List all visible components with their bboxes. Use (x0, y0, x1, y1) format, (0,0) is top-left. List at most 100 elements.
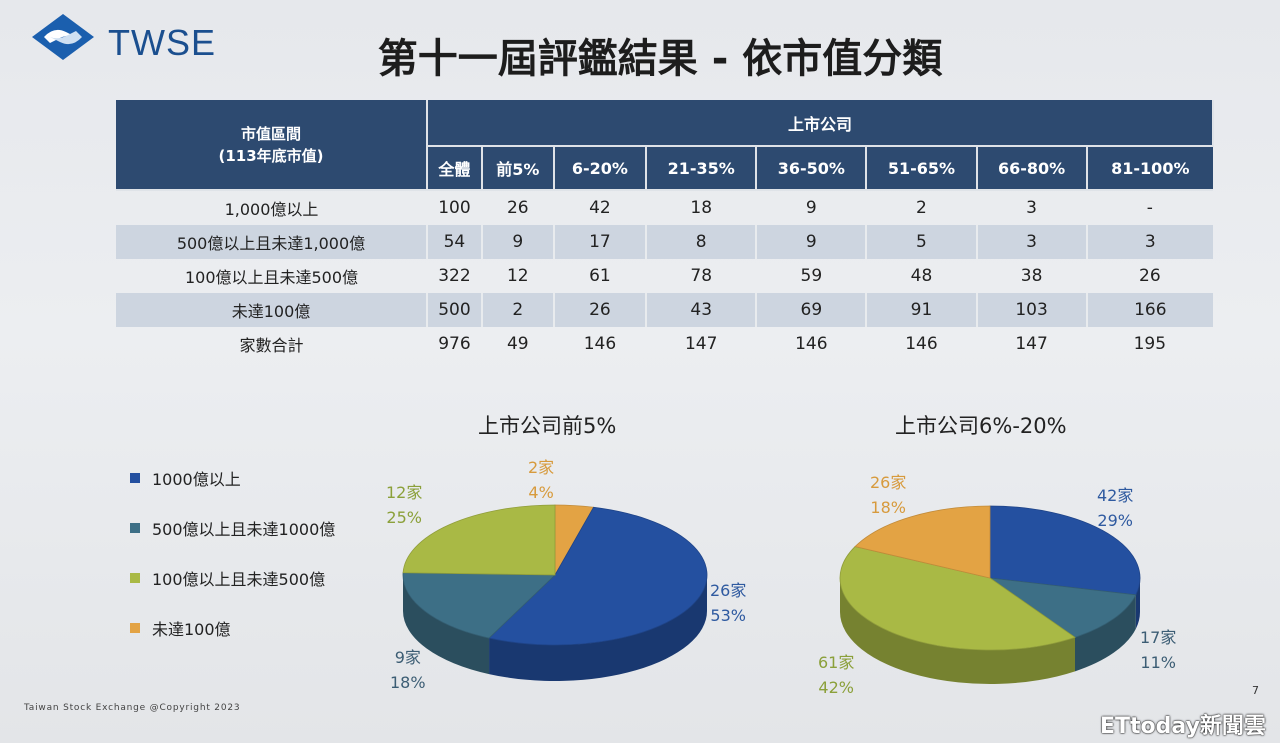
page-title: 第十一屆評鑑結果 - 依市值分類 (377, 36, 943, 82)
pie1-label-large: 26家 53% (710, 578, 746, 628)
pie1-label-smallest: 2家 4% (528, 455, 554, 505)
table-cell: 26 (506, 198, 529, 218)
table-cell: 2 (481, 293, 555, 327)
table-cell: - (1146, 198, 1153, 218)
pie2-percent: 29% (1097, 511, 1133, 530)
table-cell: 48 (910, 266, 933, 286)
table-row: 1,000億以上 100 26 42 18 9 2 3 - (116, 190, 1213, 225)
legend-swatch (130, 623, 140, 633)
table-cell: 17 (553, 225, 648, 259)
pie2-label-large: 42家 29% (1097, 483, 1133, 533)
row-label: 未達100億 (116, 293, 428, 327)
table-cell: 18 (690, 198, 713, 218)
pie1-slice-1 (402, 572, 556, 639)
table-cell: 43 (646, 293, 758, 327)
pie2-count: 17家 (1140, 628, 1177, 647)
table-cell: 38 (1020, 266, 1043, 286)
table-cell: 146 (905, 334, 938, 354)
pie2-label-smallest: 26家 18% (870, 470, 906, 520)
table-cell: 103 (976, 293, 1088, 327)
table-cell: 8 (646, 225, 758, 259)
column-header: 36-50% (756, 146, 868, 191)
table-cell: 976 (438, 334, 471, 354)
watermark: ETtoday新聞雲 (1100, 714, 1266, 739)
row-label: 1,000億以上 (224, 200, 319, 219)
row-label: 500億以上且未達1,000億 (116, 225, 428, 259)
footer-copyright: Taiwan Stock Exchange @Copyright 2023 (24, 703, 241, 713)
pie1-slice-3 (554, 504, 595, 577)
table-cell: 195 (1133, 334, 1167, 354)
pie2-side-0 (1135, 578, 1140, 629)
legend-label: 500億以上且未達1000億 (152, 520, 336, 539)
table-cell: 9 (805, 198, 817, 218)
pie1-label-mid: 9家 18% (390, 645, 426, 695)
legend-swatch (130, 573, 140, 583)
pie2-slice-2 (839, 546, 1076, 651)
pie2-percent: 18% (870, 498, 906, 517)
table-row-total: 家數合計 976 49 146 147 146 146 147 195 (116, 327, 1213, 361)
pie2-percent: 11% (1140, 653, 1176, 672)
table-cell: 166 (1086, 293, 1213, 327)
pie1-side-0 (489, 575, 707, 681)
pie2-title: 上市公司6%-20% (895, 414, 1067, 438)
pie1-slice-0 (488, 506, 708, 646)
table-row: 100億以上且未達500億 322 12 61 78 59 48 38 26 (116, 259, 1213, 293)
pie1-percent: 53% (710, 606, 746, 625)
pie1-percent: 4% (528, 483, 554, 502)
range-header-line2: (113年底市值) (218, 146, 324, 165)
results-table: 市值區間 (113年底市值) 上市公司 全體 前5% 6-20% 21-35% … (116, 100, 1214, 361)
table-cell: 146 (583, 334, 617, 354)
twse-logo-icon (32, 14, 94, 60)
pie1-label-small: 12家 25% (386, 480, 422, 530)
pie2-slice-1 (989, 577, 1137, 638)
table-cell: 147 (1015, 334, 1048, 354)
pie1-count: 26家 (710, 581, 747, 600)
column-header: 81-100% (1086, 146, 1213, 191)
pie2-percent: 42% (818, 678, 854, 697)
range-header: 市值區間 (113年底市值) (116, 100, 428, 191)
group-header: 上市公司 (427, 100, 1214, 147)
table-cell: 9 (481, 225, 555, 259)
table-cell: 78 (690, 266, 713, 286)
legend-label: 100億以上且未達500億 (152, 570, 326, 589)
table-cell: 59 (800, 266, 823, 286)
legend-label: 1000億以上 (152, 470, 241, 489)
logo-text: TWSE (108, 22, 216, 63)
table-cell: 100 (438, 198, 471, 218)
table-cell: 322 (438, 266, 471, 286)
range-header-line1: 市值區間 (240, 124, 301, 143)
table-cell: 2 (916, 198, 927, 218)
pie1-percent: 18% (390, 673, 426, 692)
column-header: 66-80% (976, 146, 1088, 191)
pie2-label-small: 61家 42% (818, 650, 854, 700)
pie2-count: 26家 (870, 473, 907, 492)
table-cell: 61 (589, 266, 611, 286)
table-cell: 146 (795, 334, 828, 354)
table-cell: 49 (506, 334, 529, 354)
table-cell: 26 (1139, 266, 1161, 286)
table-cell: 3 (976, 225, 1088, 259)
table-cell: 9 (756, 225, 868, 259)
pie2-side-2 (840, 578, 1076, 684)
table-cell: 12 (506, 266, 529, 286)
pie2-side-1 (1075, 594, 1136, 672)
table-cell: 91 (866, 293, 978, 327)
legend-swatch (130, 473, 140, 483)
pie1-title: 上市公司前5% (478, 414, 617, 438)
column-header: 全體 (427, 146, 483, 191)
table-cell: 26 (553, 293, 648, 327)
pie1-count: 12家 (386, 483, 423, 502)
table-cell: 69 (756, 293, 868, 327)
pie1-slice-2 (402, 504, 556, 576)
pie2-label-mid: 17家 11% (1140, 625, 1176, 675)
column-header: 6-20% (553, 146, 648, 191)
table-cell: 500 (427, 293, 483, 327)
table-row: 500億以上且未達1,000億 54 9 17 8 9 5 3 3 (116, 225, 1213, 259)
row-label: 家數合計 (239, 336, 304, 355)
table-cell: 5 (866, 225, 978, 259)
legend-swatch (130, 523, 140, 533)
table-cell: 42 (589, 198, 611, 218)
twse-logo: TWSE (30, 12, 230, 68)
legend-label: 未達100億 (152, 620, 231, 639)
column-header: 前5% (481, 146, 555, 191)
